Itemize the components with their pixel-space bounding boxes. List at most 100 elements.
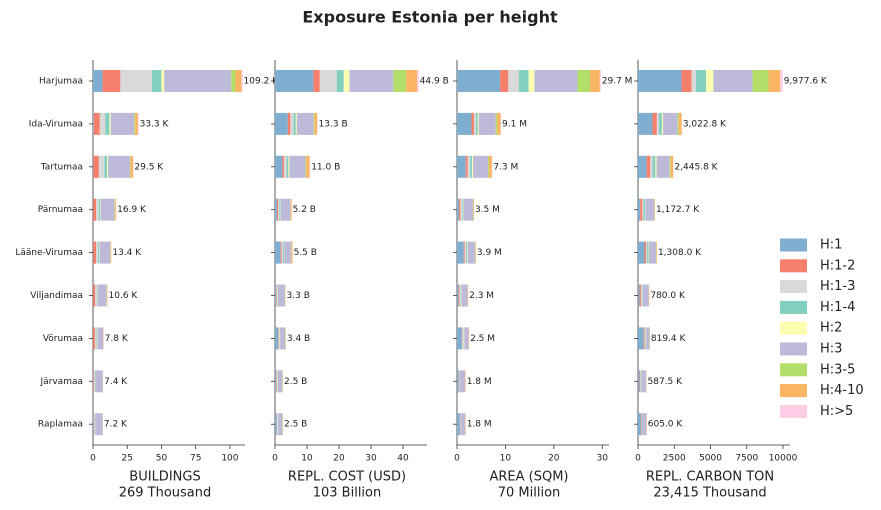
bar-segment: [475, 112, 478, 135]
bar-segment: [94, 327, 97, 350]
bar-segment: [105, 112, 110, 135]
x-tick-label: 7500: [735, 454, 758, 464]
bar-segment: [644, 241, 646, 264]
bar-segment: [96, 327, 98, 350]
y-tick-label: Pärnumaa: [38, 205, 83, 215]
bar-segment: [93, 155, 99, 178]
x-axis-label: BUILDINGS: [129, 470, 200, 485]
bar-segment: [278, 327, 279, 350]
legend-swatch: [780, 280, 807, 294]
bar-segment: [305, 155, 307, 178]
bar-segment: [93, 70, 103, 92]
total-label: 5.2 B: [293, 205, 316, 215]
bar-segment: [97, 284, 107, 307]
bar-segment: [97, 327, 104, 350]
bar-segment: [280, 198, 291, 221]
x-axis-label: REPL. CARBON TON: [646, 470, 774, 485]
bar-segment: [93, 413, 95, 436]
bar-segment: [645, 241, 648, 264]
bar-segment: [463, 241, 465, 264]
bar-segment: [780, 70, 783, 92]
bar-segment: [467, 155, 471, 178]
bar-segment: [654, 198, 655, 221]
x-tick-label: 30: [365, 454, 377, 464]
bar-segment: [276, 413, 278, 436]
bar-segment: [135, 112, 138, 135]
total-label: 3.5 M: [475, 205, 500, 215]
total-label: 1.8 M: [467, 420, 492, 430]
bar-segment: [120, 70, 152, 92]
bar-segment: [95, 413, 103, 436]
bar-segment: [467, 241, 475, 264]
bar-segment: [457, 327, 462, 350]
bar-segment: [638, 413, 641, 436]
bar-segment: [276, 370, 278, 393]
bar-segment: [577, 70, 591, 92]
y-tick-label: Lääne-Virumaa: [15, 248, 83, 258]
bar-segment: [643, 327, 645, 350]
legend-label: H:1-3: [820, 279, 855, 294]
total-label: 1,308.0 K: [658, 248, 702, 258]
bar-segment: [642, 198, 644, 221]
bar-segment: [599, 70, 601, 92]
total-label: 2.5 B: [284, 420, 307, 430]
bar-segment: [590, 70, 600, 92]
x-tick-label: 10: [301, 454, 313, 464]
bar-segment: [281, 241, 283, 264]
bar-segment: [349, 70, 394, 92]
bar-segment: [643, 198, 645, 221]
total-label: 29.7 M: [602, 77, 633, 87]
bar-segment: [275, 241, 281, 264]
bar-segment: [691, 70, 697, 92]
bar-segment: [275, 370, 277, 393]
bar-segment: [279, 198, 281, 221]
bar-segment: [638, 70, 682, 92]
bar-segment: [640, 198, 643, 221]
bar-segment: [241, 70, 243, 92]
x-tick-label: 0: [90, 454, 96, 464]
bar-segment: [457, 155, 466, 178]
bar-segment: [313, 70, 320, 92]
bar-segment: [93, 413, 94, 436]
bar-segment: [94, 413, 96, 436]
bar-segment: [275, 70, 314, 92]
bar-segment: [417, 70, 419, 92]
y-tick-label: Võrumaa: [43, 334, 83, 344]
x-axis-label: AREA (SQM): [489, 470, 568, 485]
bar-segment: [282, 155, 284, 178]
bar-segment: [93, 284, 96, 307]
bar-segment: [343, 70, 350, 92]
bar-segment: [287, 112, 291, 135]
bar-segment: [500, 70, 509, 92]
bar-segment: [93, 327, 95, 350]
y-tick-label: Järvamaa: [39, 377, 83, 387]
bar-segment: [752, 70, 769, 92]
bar-segment: [277, 370, 283, 393]
bar-segment: [638, 241, 645, 264]
bar-segment: [276, 284, 278, 307]
total-label: 3.3 B: [287, 291, 310, 301]
total-label: 1.8 M: [467, 377, 492, 387]
total-label: 3.4 B: [287, 334, 310, 344]
bar-segment: [137, 112, 139, 135]
bar-segment: [639, 284, 641, 307]
bar-segment: [655, 155, 657, 178]
bar-segment: [459, 370, 466, 393]
x-tick-label: 10000: [769, 454, 798, 464]
bar-segment: [478, 112, 496, 135]
bar-segment: [457, 198, 459, 221]
bar-segment: [706, 70, 714, 92]
bar-segment: [639, 370, 641, 393]
total-label: 1,172.7 K: [656, 205, 700, 215]
bar-segment: [96, 284, 98, 307]
bar-segment: [457, 413, 460, 436]
bar-segment: [275, 284, 276, 307]
bar-segment: [231, 70, 236, 92]
bar-segment: [638, 284, 640, 307]
bar-segment: [313, 112, 315, 135]
bar-segment: [645, 327, 646, 350]
bar-segment: [461, 198, 463, 221]
bar-segment: [641, 284, 643, 307]
